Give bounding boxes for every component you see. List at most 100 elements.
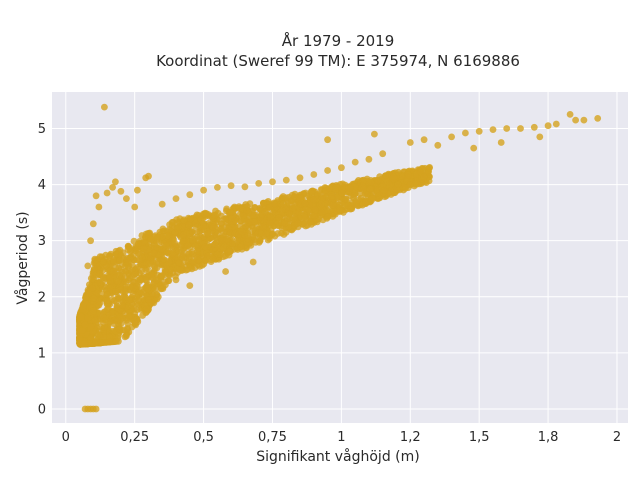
- data-point: [106, 318, 114, 326]
- data-point: [89, 220, 97, 228]
- data-point: [434, 141, 442, 149]
- data-point: [169, 250, 177, 258]
- data-point: [296, 174, 304, 182]
- data-point: [379, 150, 387, 158]
- data-point: [227, 209, 235, 216]
- data-point: [425, 177, 433, 185]
- data-point: [544, 122, 552, 130]
- data-point: [188, 248, 196, 256]
- data-point: [406, 139, 414, 146]
- data-point: [219, 245, 227, 252]
- data-point: [225, 248, 233, 255]
- data-point: [116, 257, 124, 264]
- data-point: [269, 178, 276, 186]
- chart-title-line-2: Koordinat (Sweref 99 TM): E 375974, N 61…: [156, 52, 520, 70]
- data-point: [166, 221, 174, 229]
- data-point: [318, 200, 325, 208]
- y-axis-ticks: 0 1 2 3 4 5: [38, 122, 46, 418]
- data-point: [131, 203, 139, 211]
- data-point: [222, 268, 230, 275]
- data-point: [239, 212, 247, 220]
- y-tick-label: 1: [38, 346, 46, 361]
- data-point: [119, 302, 126, 309]
- data-point: [223, 235, 231, 243]
- data-point: [193, 247, 201, 255]
- data-point: [122, 332, 130, 340]
- data-point: [101, 324, 108, 331]
- data-point: [91, 317, 99, 324]
- data-point: [228, 214, 236, 222]
- x-tick-label: 2: [613, 430, 621, 445]
- data-point: [371, 130, 378, 138]
- data-point: [82, 294, 89, 301]
- data-point: [201, 243, 209, 251]
- data-point: [228, 224, 236, 231]
- data-point: [324, 213, 331, 221]
- data-point: [163, 249, 171, 256]
- data-point: [367, 179, 375, 186]
- data-point: [214, 184, 221, 191]
- data-point: [211, 211, 219, 219]
- data-point: [138, 232, 146, 239]
- y-tick-label: 0: [38, 402, 46, 417]
- data-point: [382, 172, 389, 180]
- data-point: [112, 178, 119, 186]
- data-point: [566, 111, 574, 118]
- data-point: [93, 289, 101, 297]
- data-point: [294, 220, 302, 227]
- data-point: [131, 310, 139, 317]
- data-point: [179, 252, 186, 260]
- data-point: [136, 276, 144, 284]
- data-point: [103, 189, 111, 197]
- data-point: [365, 155, 373, 163]
- data-point: [351, 158, 359, 166]
- data-point: [186, 282, 194, 289]
- data-point: [301, 200, 309, 207]
- data-point: [144, 281, 152, 289]
- data-point: [112, 288, 120, 296]
- data-point: [150, 249, 158, 257]
- data-point: [142, 276, 149, 284]
- data-point: [135, 240, 142, 248]
- data-point: [103, 305, 111, 313]
- data-point: [235, 203, 243, 211]
- data-point: [302, 189, 309, 197]
- data-point: [245, 216, 253, 224]
- data-point: [175, 259, 183, 267]
- data-point: [256, 237, 264, 244]
- data-point: [179, 237, 187, 245]
- data-point: [204, 252, 212, 260]
- data-point: [475, 127, 483, 135]
- data-point: [164, 232, 172, 240]
- data-point: [89, 307, 97, 315]
- data-point: [342, 196, 349, 203]
- data-point: [184, 242, 192, 250]
- data-point: [260, 199, 267, 207]
- data-point: [95, 203, 103, 211]
- data-point: [161, 266, 169, 274]
- chart-title-line-1: År 1979 - 2019: [282, 31, 395, 50]
- data-point: [250, 218, 258, 225]
- data-point: [318, 209, 326, 217]
- data-point: [204, 230, 212, 238]
- data-point: [145, 296, 152, 303]
- data-point: [394, 181, 402, 189]
- data-point: [79, 302, 87, 310]
- data-point: [105, 338, 113, 346]
- data-point: [129, 291, 137, 298]
- data-point: [296, 194, 304, 201]
- data-point: [78, 327, 86, 334]
- data-point: [262, 230, 270, 238]
- data-point: [114, 278, 122, 285]
- y-axis-title: Vågperiod (s): [14, 211, 31, 304]
- data-point: [198, 262, 206, 269]
- data-point: [96, 253, 104, 260]
- data-point: [152, 276, 160, 284]
- data-point: [209, 223, 217, 231]
- data-point: [402, 184, 409, 192]
- x-tick-label: 1: [337, 430, 345, 445]
- data-point: [368, 195, 376, 202]
- data-point: [140, 244, 148, 252]
- data-point: [332, 186, 339, 194]
- data-point: [171, 239, 179, 247]
